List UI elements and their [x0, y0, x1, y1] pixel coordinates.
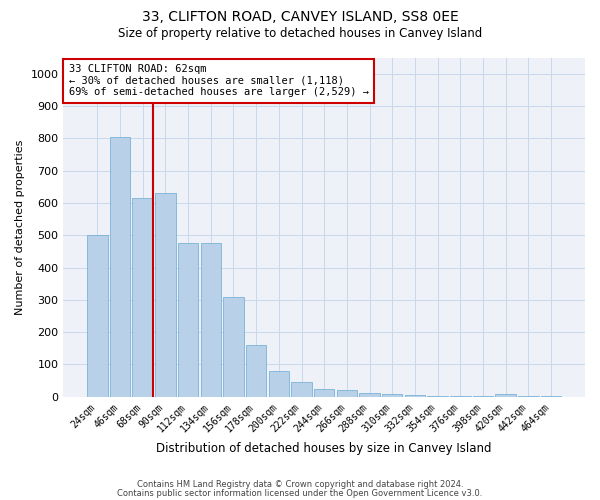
Bar — [314, 388, 334, 397]
Bar — [269, 371, 289, 397]
Bar — [246, 345, 266, 397]
Bar — [496, 394, 516, 397]
Bar — [337, 390, 357, 397]
Bar — [405, 395, 425, 397]
Bar — [178, 244, 198, 397]
Bar — [473, 396, 493, 397]
Bar — [292, 382, 312, 397]
Bar — [541, 396, 561, 397]
Bar — [87, 235, 107, 397]
Text: 33, CLIFTON ROAD, CANVEY ISLAND, SS8 0EE: 33, CLIFTON ROAD, CANVEY ISLAND, SS8 0EE — [142, 10, 458, 24]
Text: Contains HM Land Registry data © Crown copyright and database right 2024.: Contains HM Land Registry data © Crown c… — [137, 480, 463, 489]
Bar — [133, 198, 153, 397]
Text: Size of property relative to detached houses in Canvey Island: Size of property relative to detached ho… — [118, 28, 482, 40]
Bar — [427, 396, 448, 397]
Bar — [518, 396, 539, 397]
Y-axis label: Number of detached properties: Number of detached properties — [15, 140, 25, 315]
Bar — [155, 193, 176, 397]
Bar — [110, 136, 130, 397]
Bar — [450, 396, 470, 397]
Bar — [223, 296, 244, 397]
Text: Contains public sector information licensed under the Open Government Licence v3: Contains public sector information licen… — [118, 489, 482, 498]
Bar — [359, 392, 380, 397]
Bar — [382, 394, 403, 397]
Text: 33 CLIFTON ROAD: 62sqm
← 30% of detached houses are smaller (1,118)
69% of semi-: 33 CLIFTON ROAD: 62sqm ← 30% of detached… — [68, 64, 368, 98]
Bar — [200, 244, 221, 397]
X-axis label: Distribution of detached houses by size in Canvey Island: Distribution of detached houses by size … — [157, 442, 492, 455]
